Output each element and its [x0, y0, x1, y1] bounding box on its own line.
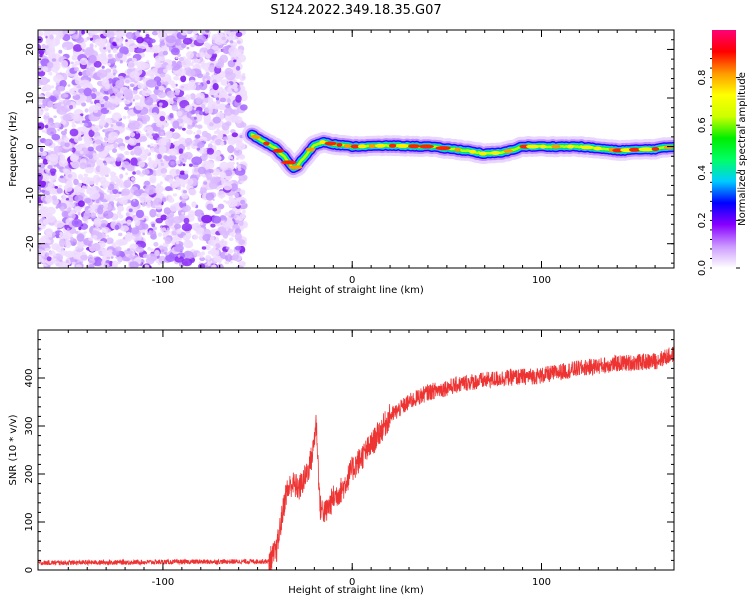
colorbar: 0.0 0.2 0.4 0.6 0.8 Normalized spectral ampl…	[697, 30, 748, 276]
spectrogram-y-label: Frequency (Hz)	[8, 111, 19, 187]
svg-text:0.2: 0.2	[697, 212, 708, 228]
spectrogram-frame	[37, 29, 675, 269]
figure-title: S124.2022.349.18.35.G07	[270, 3, 441, 18]
svg-text:-20: -20	[25, 236, 36, 252]
spectrogram-x-label: Height of straight line (km)	[288, 285, 424, 296]
snr-y-label: SNR (10 * v/v)	[8, 414, 19, 485]
svg-text:300: 300	[24, 416, 35, 435]
svg-text:0.8: 0.8	[697, 70, 708, 86]
snr-frame	[37, 329, 675, 571]
svg-text:20: 20	[25, 43, 36, 56]
svg-text:200: 200	[24, 464, 35, 483]
svg-text:0: 0	[349, 577, 355, 588]
snr-panel: -100 0 100 0 100 200 300 400 Height of straight…	[8, 329, 675, 596]
svg-text:-100: -100	[152, 275, 175, 286]
svg-text:0: 0	[349, 275, 355, 286]
snr-ticks: -100 0 100 0 100 200 300 400	[24, 329, 675, 588]
svg-text:10: 10	[25, 92, 36, 105]
spectrogram-noise	[38, 30, 248, 268]
svg-text:-100: -100	[152, 577, 175, 588]
svg-text:0: 0	[25, 143, 36, 149]
svg-text:400: 400	[24, 368, 35, 387]
svg-text:0: 0	[24, 567, 35, 573]
svg-text:0.0: 0.0	[697, 260, 708, 276]
svg-text:100: 100	[532, 577, 551, 588]
svg-text:-10: -10	[25, 187, 36, 203]
svg-text:0.4: 0.4	[697, 165, 708, 181]
colorbar-label: Normalized spectral amplitude	[737, 72, 748, 226]
snr-x-label: Height of straight line (km)	[288, 585, 424, 596]
svg-text:100: 100	[532, 275, 551, 286]
svg-text:100: 100	[24, 512, 35, 531]
svg-text:0.6: 0.6	[697, 117, 708, 133]
colorbar-ticks: 0.0 0.2 0.4 0.6 0.8	[697, 48, 740, 276]
spectrogram-ridge	[241, 124, 674, 178]
snr-series-line	[38, 346, 674, 570]
colorbar-gradient	[712, 30, 736, 268]
